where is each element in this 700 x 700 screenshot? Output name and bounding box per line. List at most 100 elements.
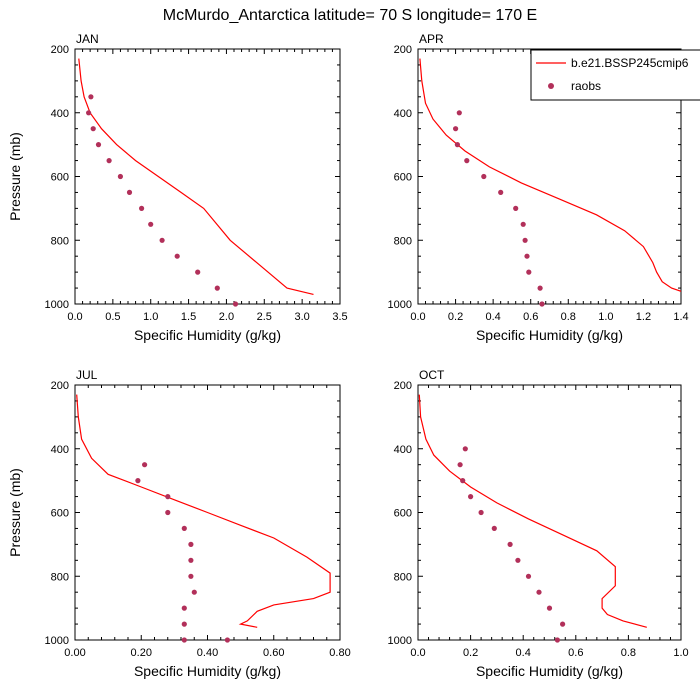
- raobs-point: [524, 253, 530, 259]
- x-tick-label: 0.80: [329, 647, 350, 659]
- raobs-point: [195, 269, 201, 275]
- y-tick-label: 1000: [388, 299, 412, 311]
- model-profile-line: [419, 58, 681, 292]
- x-tick-label: 0.6: [523, 311, 538, 323]
- y-tick-label: 400: [51, 444, 69, 456]
- x-tick-label: 1.2: [636, 311, 651, 323]
- x-tick-label: 1.0: [673, 647, 688, 659]
- raobs-point: [454, 142, 460, 148]
- y-tick-label: 600: [394, 508, 412, 520]
- x-tick-label: 1.4: [673, 311, 688, 323]
- raobs-point: [491, 525, 497, 532]
- y-tick-label: 400: [394, 108, 412, 120]
- panel-label: JUL: [76, 368, 98, 382]
- y-tick-label: 200: [394, 44, 412, 56]
- raobs-point: [95, 142, 102, 148]
- raobs-point: [88, 94, 94, 100]
- raobs-point: [457, 462, 463, 468]
- raobs-point: [142, 462, 148, 468]
- raobs-point: [181, 525, 187, 532]
- raobs-point: [174, 253, 180, 259]
- model-profile-line: [418, 394, 647, 628]
- raobs-point: [498, 189, 504, 195]
- x-tick-label: 0.5: [105, 311, 120, 323]
- x-tick-label: 2.5: [257, 311, 272, 323]
- panel-label: JAN: [76, 32, 99, 46]
- raobs-point: [539, 301, 545, 307]
- plot-frame: [417, 384, 682, 641]
- panel-label: OCT: [419, 368, 445, 382]
- x-tick-label: 3.5: [332, 311, 347, 323]
- x-tick-label: 1.0: [143, 311, 158, 323]
- panel-label: APR: [419, 32, 444, 46]
- legend-obs-marker: [548, 83, 554, 89]
- y-tick-label: 1000: [45, 299, 69, 311]
- chart-panel-oct: 0.0 0.2 0.4 0.6 0.8 1.0 200 400 600 800 1000 OCT Spe…: [388, 368, 689, 679]
- x-tick-label: 0.40: [197, 647, 218, 659]
- plot-frame: [74, 48, 341, 305]
- raobs-point: [191, 589, 197, 595]
- x-tick-label: 0.4: [485, 311, 500, 323]
- x-tick-label: 1.0: [598, 311, 613, 323]
- chart-panel-jul: 0.00 0.20 0.40 0.60 0.80 200 400 600 800 1000 JUL S…: [7, 368, 351, 679]
- raobs-point: [188, 557, 194, 563]
- raobs-point: [520, 221, 526, 227]
- raobs-point: [181, 637, 187, 643]
- x-tick-label: 0.0: [410, 647, 425, 659]
- y-tick-label: 1000: [45, 635, 69, 647]
- raobs-point: [525, 573, 532, 579]
- raobs-point: [513, 205, 519, 211]
- model-profile-line: [76, 394, 331, 628]
- y-tick-label: 200: [394, 380, 412, 392]
- y-tick-label: 800: [51, 571, 69, 583]
- y-tick-label: 600: [51, 508, 69, 520]
- raobs-point: [468, 494, 474, 500]
- chart-panel-apr: 0.0 0.2 0.4 0.6 0.8 1.0 1.2 1.4 200 400 600 800 1000…: [388, 32, 689, 343]
- raobs-point: [188, 541, 194, 548]
- y-tick-label: 200: [51, 380, 69, 392]
- x-tick-label: 0.00: [64, 647, 85, 659]
- x-tick-label: 1.5: [181, 311, 196, 323]
- legend-obs-label: raobs: [571, 79, 601, 93]
- x-tick-label: 0.4: [516, 647, 531, 659]
- raobs-point: [106, 158, 112, 164]
- y-tick-label: 400: [51, 108, 69, 120]
- raobs-point: [507, 541, 513, 548]
- y-tick-label: 800: [394, 235, 412, 247]
- raobs-point: [546, 605, 553, 611]
- raobs-point: [165, 494, 171, 500]
- x-axis-label: Specific Humidity (g/kg): [134, 327, 281, 343]
- raobs-point: [188, 573, 194, 579]
- chart-panel-jan: 0.0 0.5 1.0 1.5 2.0 2.5 3.0 3.5 200 400 600 800 1000…: [7, 32, 348, 343]
- raobs-point: [536, 589, 542, 595]
- panels-container: 0.0 0.5 1.0 1.5 2.0 2.5 3.0 3.5 200 400 600 800 1000…: [7, 32, 689, 679]
- y-tick-label: 1000: [388, 635, 412, 647]
- x-tick-label: 0.20: [131, 647, 152, 659]
- y-tick-label: 400: [394, 444, 412, 456]
- raobs-point: [526, 269, 532, 275]
- raobs-point: [464, 158, 470, 164]
- raobs-point: [181, 621, 187, 627]
- y-axis-label: Pressure (mb): [7, 468, 23, 557]
- x-tick-label: 2.0: [219, 311, 234, 323]
- raobs-point: [148, 221, 154, 227]
- raobs-point: [224, 637, 230, 643]
- raobs-point: [214, 285, 220, 291]
- x-tick-label: 0.0: [67, 311, 82, 323]
- raobs-point: [135, 478, 141, 484]
- raobs-point: [86, 110, 92, 116]
- raobs-point: [453, 126, 459, 132]
- y-tick-label: 800: [51, 235, 69, 247]
- x-tick-label: 0.8: [561, 311, 576, 323]
- figure-title: McMurdo_Antarctica latitude= 70 S longit…: [163, 7, 537, 24]
- legend: b.e21.BSSP245cmip6 raobs: [530, 49, 700, 101]
- raobs-point: [460, 478, 466, 484]
- raobs-point: [481, 173, 487, 180]
- raobs-point: [515, 557, 521, 563]
- x-tick-label: 0.60: [263, 647, 284, 659]
- x-tick-label: 3.0: [294, 311, 309, 323]
- x-tick-label: 0.8: [621, 647, 636, 659]
- raobs-point: [478, 509, 484, 516]
- x-tick-label: 0.2: [448, 311, 463, 323]
